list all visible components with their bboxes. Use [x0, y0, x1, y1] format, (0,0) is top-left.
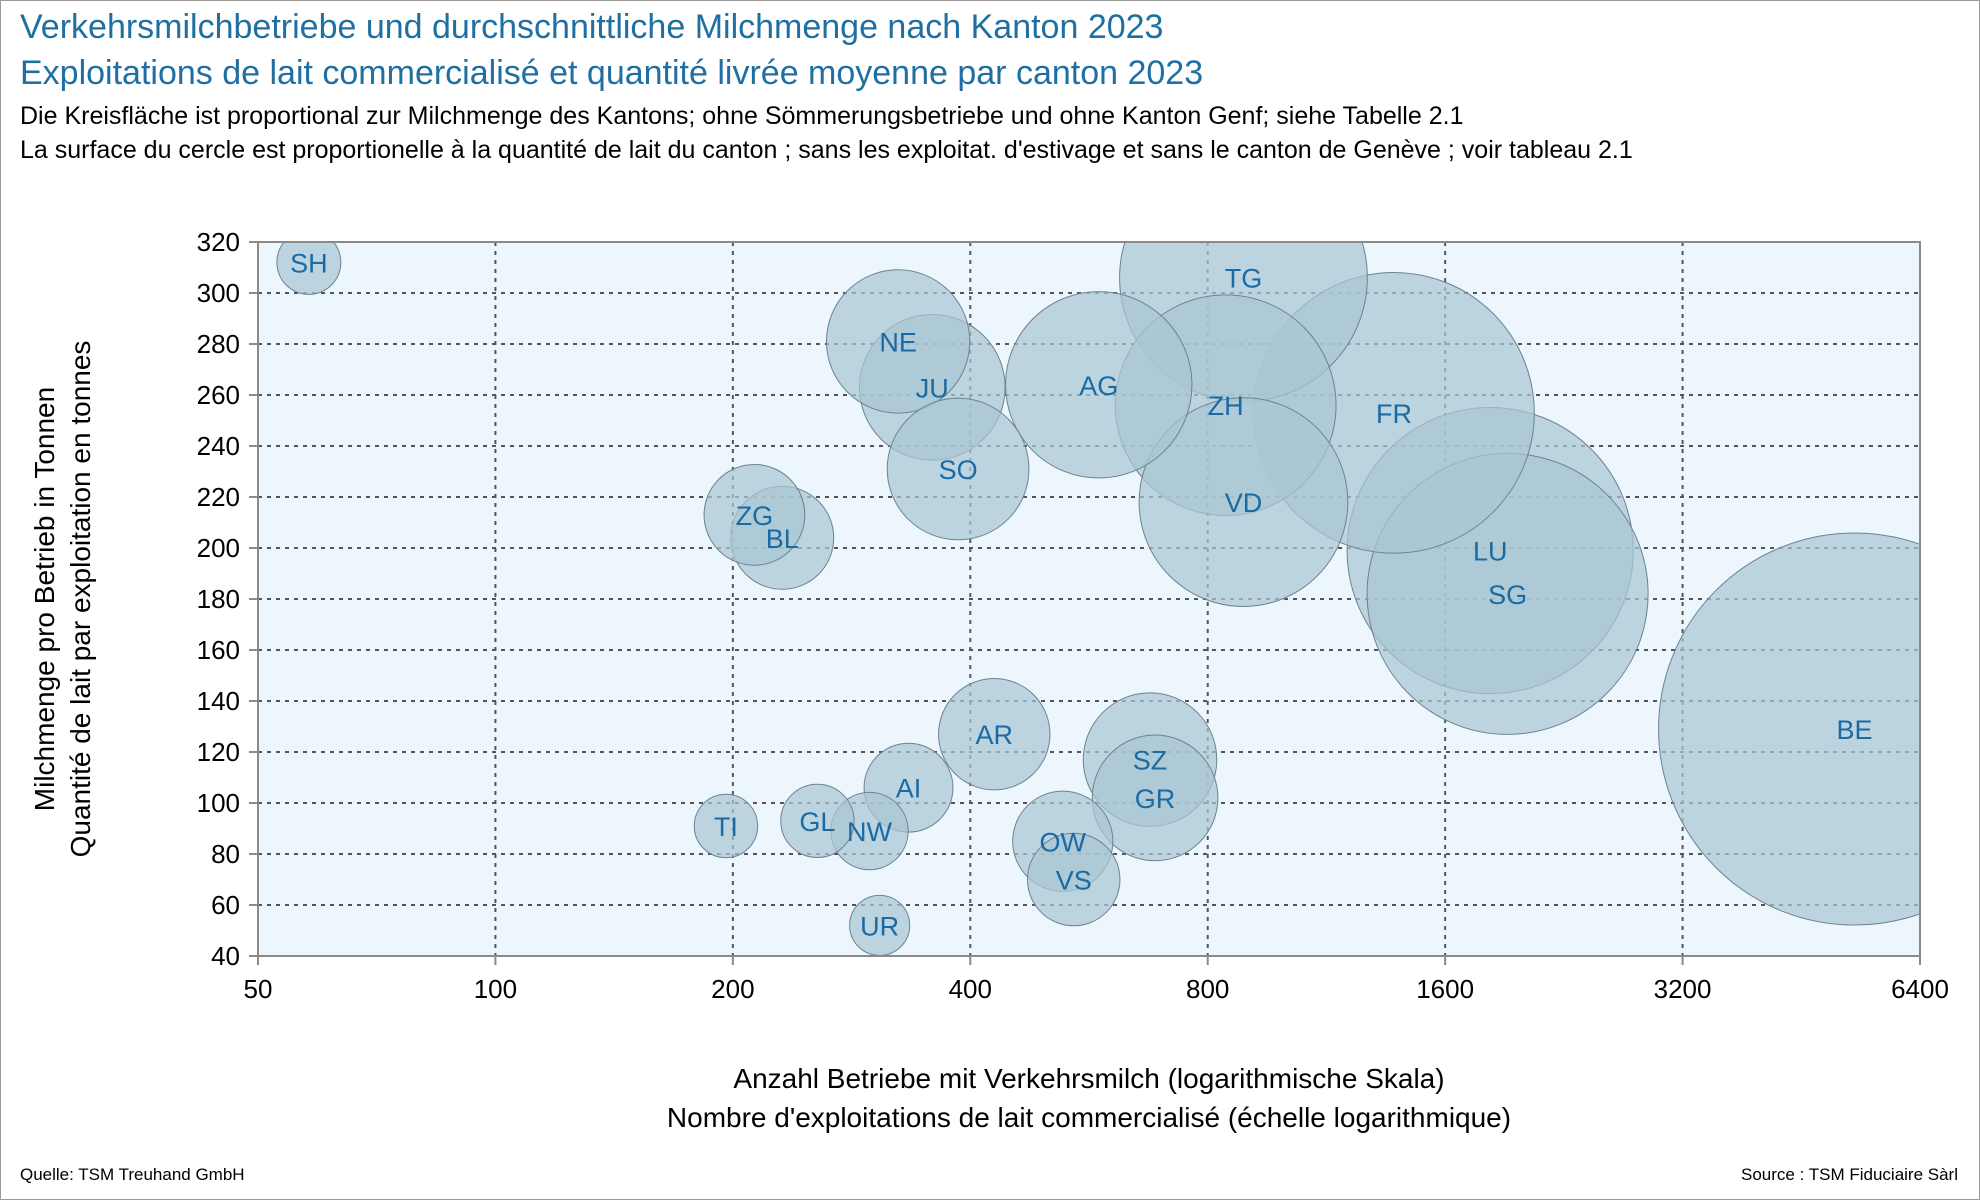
y-tick-label: 260: [197, 380, 240, 410]
x-axis-title-de: Anzahl Betriebe mit Verkehrsmilch (logar…: [733, 1063, 1444, 1094]
bubble-label-vd: VD: [1225, 488, 1263, 518]
source-fr: Source : TSM Fiduciaire Sàrl: [1741, 1165, 1958, 1184]
bubble-gl: [780, 783, 855, 858]
x-tick-label: 3200: [1654, 974, 1712, 1004]
y-axis-title-de: Milchmenge pro Betrieb in Tonnen: [29, 387, 60, 811]
bubble-label-bl: BL: [766, 524, 799, 554]
y-tick-label: 280: [197, 329, 240, 359]
x-tick-label: 50: [244, 974, 273, 1004]
bubble-label-ju: JU: [916, 373, 949, 403]
x-tick-label: 100: [474, 974, 517, 1004]
bubble-label-sh: SH: [290, 248, 328, 278]
y-tick-label: 320: [197, 227, 240, 257]
bubble-label-sz: SZ: [1133, 746, 1168, 776]
y-tick-label: 100: [197, 788, 240, 818]
x-axis-title-fr: Nombre d'exploitations de lait commercia…: [667, 1102, 1511, 1133]
bubble-label-ti: TI: [714, 812, 738, 842]
y-tick-label: 40: [211, 941, 240, 971]
y-tick-label: 220: [197, 482, 240, 512]
bubble-label-ag: AG: [1079, 371, 1118, 401]
y-tick-label: 300: [197, 278, 240, 308]
y-tick-label: 180: [197, 584, 240, 614]
y-tick-label: 80: [211, 839, 240, 869]
bubble-label-gl: GL: [799, 807, 835, 837]
source-de: Quelle: TSM Treuhand GmbH: [20, 1165, 245, 1184]
bubble-label-zg: ZG: [736, 501, 774, 531]
bubble-ar: [938, 677, 1051, 791]
bubble-vd: [1138, 397, 1349, 607]
bubble-vs: [1026, 832, 1121, 927]
bubble-label-tg: TG: [1225, 264, 1263, 294]
x-tick-label: 800: [1186, 974, 1229, 1004]
bubble-label-gr: GR: [1135, 784, 1176, 814]
bubble-label-ai: AI: [896, 774, 922, 804]
bubble-be: [1658, 532, 1920, 926]
bubble-label-sg: SG: [1488, 580, 1527, 610]
chart-note-fr: La surface du cercle est proportionelle …: [20, 136, 1633, 164]
bubble-label-fr: FR: [1376, 399, 1412, 429]
bubble-ne: [825, 269, 971, 414]
y-tick-label: 120: [197, 737, 240, 767]
bubble-label-ow: OW: [1040, 827, 1087, 857]
bubble-label-so: SO: [939, 455, 978, 485]
bubble-label-nw: NW: [847, 817, 892, 847]
x-tick-label: 400: [949, 974, 992, 1004]
y-tick-label: 160: [197, 635, 240, 665]
bubble-label-zh: ZH: [1208, 391, 1244, 421]
axes: 50 100 200 400 800 1600 3200 6400 40 60 80 100 120 14…: [197, 227, 1949, 1004]
y-tick-label: 60: [211, 890, 240, 920]
bubble-sh: [276, 242, 342, 295]
bubble-zg: [703, 463, 806, 566]
bubble-ti: [693, 793, 759, 859]
bubble-label-ur: UR: [860, 911, 899, 941]
y-tick-label: 200: [197, 533, 240, 563]
x-tick-label: 6400: [1891, 974, 1949, 1004]
bubble-label-be: BE: [1837, 715, 1873, 745]
x-tick-label: 1600: [1416, 974, 1474, 1004]
chart-title-de: Verkehrsmilchbetriebe und durchschnittli…: [20, 8, 1164, 46]
y-axis-title-fr: Quantité de lait par exploitation en ton…: [65, 341, 96, 858]
y-tick-label: 240: [197, 431, 240, 461]
y-tick-label: 140: [197, 686, 240, 716]
x-tick-label: 200: [711, 974, 754, 1004]
bubble-label-vs: VS: [1056, 866, 1092, 896]
chart-note-de: Die Kreisfläche ist proportional zur Mil…: [20, 102, 1464, 130]
bubble-label-ne: NE: [879, 327, 917, 357]
bubble-so: [886, 397, 1030, 541]
bubble-label-ar: AR: [976, 720, 1014, 750]
bubbles: [276, 242, 1920, 956]
bubble-gr: [1091, 734, 1219, 862]
chart-title-fr: Exploitations de lait commercialisé et q…: [20, 54, 1204, 92]
bubble-label-lu: LU: [1473, 537, 1508, 567]
